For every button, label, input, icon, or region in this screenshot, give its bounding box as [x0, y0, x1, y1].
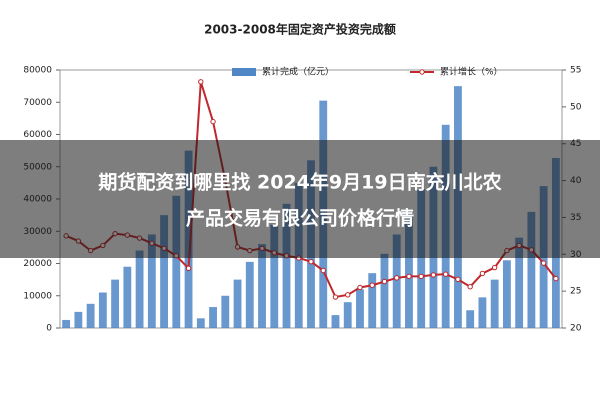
line-marker: [491, 264, 498, 271]
bar: [221, 295, 230, 328]
y2-tick-label: 50: [570, 102, 582, 112]
bar: [147, 234, 156, 328]
bar: [331, 315, 340, 328]
bar: [490, 279, 499, 328]
line-marker: [332, 294, 339, 300]
banner-background: [0, 140, 600, 258]
line-marker: [455, 276, 461, 283]
bar: [270, 224, 279, 328]
bar: [405, 211, 413, 328]
y2-tick-label: 55: [570, 66, 581, 76]
line-marker: [185, 265, 192, 271]
banner-line: 期货配资到哪里找 2024年9月19日南充川北农: [98, 171, 501, 194]
bar: [135, 250, 144, 328]
line-marker: [381, 278, 388, 285]
bar: [368, 273, 377, 328]
line-marker: [357, 284, 363, 291]
line-marker: [345, 292, 351, 298]
bar: [417, 189, 426, 328]
bar: [209, 307, 217, 328]
bar: [527, 211, 536, 328]
bar: [515, 237, 524, 328]
line-marker: [406, 273, 412, 280]
bar: [356, 289, 364, 328]
bar: [111, 279, 120, 328]
legend-label: 累计增长（%）: [440, 66, 503, 78]
y-tick-label: 0: [46, 324, 52, 334]
bar: [392, 234, 401, 328]
bar: [160, 215, 168, 328]
y-tick-label: 80000: [23, 66, 52, 76]
bar: [98, 292, 107, 328]
bar: [62, 319, 71, 328]
bar: [172, 195, 181, 328]
line-marker: [418, 273, 424, 280]
bar: [196, 318, 205, 328]
chart-title: 2003-2008年固定资产投资完成额: [204, 22, 396, 37]
bar: [258, 244, 266, 328]
line-marker: [394, 275, 400, 281]
bar: [123, 266, 132, 328]
line-marker: [369, 282, 375, 288]
bar: [74, 311, 83, 328]
line-marker: [540, 260, 547, 266]
y2-tick-label: 20: [570, 324, 582, 334]
line-marker: [467, 284, 473, 290]
bar: [86, 303, 95, 328]
bar: [478, 297, 487, 328]
bar: [380, 253, 389, 328]
bar: [245, 261, 254, 328]
line-marker: [442, 271, 449, 277]
bar: [466, 310, 475, 328]
y-tick-label: 20000: [23, 259, 52, 269]
y-tick-label: 70000: [23, 98, 52, 108]
bar: [343, 302, 352, 328]
line-marker: [553, 275, 559, 282]
bar: [233, 279, 242, 328]
bar: [502, 260, 511, 328]
line-marker: [308, 258, 314, 265]
line-marker: [210, 118, 216, 125]
line-marker: [320, 267, 326, 274]
legend-label: 累计完成（亿元）: [262, 66, 334, 78]
line-marker: [198, 79, 204, 85]
line-marker: [430, 272, 437, 278]
y-tick-label: 60000: [23, 130, 52, 140]
y-tick-label: 10000: [23, 291, 52, 301]
line-marker: [479, 270, 486, 277]
legend-swatch: [232, 68, 256, 76]
bar: [282, 203, 291, 328]
legend-swatch: [419, 69, 425, 75]
y2-tick-label: 25: [570, 287, 581, 297]
banner-line: 产品交易有限公司价格行情: [186, 207, 414, 230]
